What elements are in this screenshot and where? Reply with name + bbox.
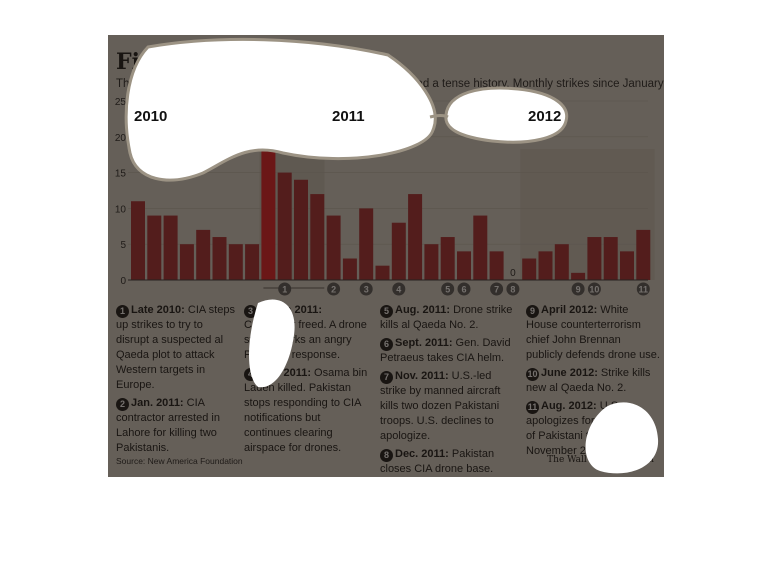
year-label-2010: 2010 — [134, 108, 168, 125]
bar — [245, 244, 260, 280]
year-label-2011: 2011 — [332, 108, 365, 125]
bar — [228, 244, 243, 280]
source-credit: Source: New America Foundation — [116, 456, 243, 466]
note-1: 1 Late 2010: CIA steps up strikes to try … — [116, 303, 238, 393]
bar — [571, 272, 586, 280]
notes-column-3: 5 Aug. 2011: Drone strike kills al Qaeda … — [380, 303, 516, 477]
bar — [212, 237, 227, 280]
bar — [310, 194, 325, 280]
note-number-badge: 7 — [380, 371, 393, 384]
bar — [147, 215, 162, 280]
note-number-badge: 6 — [380, 338, 393, 351]
bar — [326, 215, 341, 280]
note-date: March 2011: — [259, 304, 322, 316]
bar — [277, 172, 292, 280]
note-date: June 2012: — [541, 367, 598, 379]
bar — [620, 251, 634, 280]
note-2: 2 Jan. 2011: CIA contractor arrested in L… — [116, 396, 238, 456]
bar — [489, 251, 504, 280]
zero-value-label: 0 — [510, 268, 516, 279]
bar — [538, 251, 553, 280]
notes-column-4: 9 April 2012: White House counterterroris… — [526, 303, 660, 462]
event-marker-label: 6 — [461, 285, 466, 295]
note-10: 10 June 2012: Strike kills new al Qaeda N… — [526, 366, 660, 396]
note-text: Contractor freed. A drone strike sparks … — [244, 319, 367, 361]
y-tick-label: 10 — [115, 204, 127, 215]
y-tick-label: 5 — [120, 240, 126, 251]
note-date: Late 2010: — [131, 304, 185, 316]
bar — [391, 222, 406, 280]
note-number-badge: 2 — [116, 398, 129, 411]
note-date: May 2011: — [259, 367, 311, 379]
note-11: 11 Aug. 2012: U.S. apologizes for the dea… — [526, 399, 660, 459]
bar — [196, 229, 211, 280]
event-marker-label: 10 — [589, 285, 599, 295]
bar — [424, 244, 439, 280]
note-7: 7 Nov. 2011: U.S.-led strike by manned ai… — [380, 369, 516, 444]
y-tick-label: 15 — [115, 169, 127, 180]
bar — [261, 108, 276, 280]
y-tick-label: 0 — [120, 276, 126, 287]
bar — [375, 265, 390, 280]
infographic-card: Fire From the Sky The U.S. drone program… — [108, 35, 664, 477]
publisher-logo: The Wall Street Journal — [547, 455, 654, 465]
note-date: Nov. 2011: — [395, 370, 449, 382]
note-date: April 2012: — [541, 304, 598, 316]
notes-column-1: 1 Late 2010: CIA steps up strikes to try … — [116, 303, 238, 459]
event-marker-label: 9 — [576, 285, 581, 295]
note-number-badge: 3 — [244, 305, 257, 318]
event-marker-label: 5 — [445, 285, 450, 295]
bar — [587, 237, 602, 280]
note-8: 8 Dec. 2011: Pakistan closes CIA drone ba… — [380, 447, 516, 477]
note-number-badge: 4 — [244, 368, 257, 381]
note-date: Jan. 2011: — [131, 397, 184, 409]
note-9: 9 April 2012: White House counterterroris… — [526, 303, 660, 363]
note-number-badge: 8 — [380, 449, 393, 462]
y-tick-label: 20 — [115, 133, 127, 144]
note-date: Sept. 2011: — [395, 337, 453, 349]
event-marker-label: 8 — [510, 285, 515, 295]
bar — [408, 194, 423, 280]
bar — [342, 258, 357, 280]
bar — [294, 179, 308, 280]
note-date: Dec. 2011: — [395, 448, 449, 460]
note-date: Aug. 2012: — [541, 400, 597, 412]
bar — [636, 229, 651, 280]
note-number-badge: 11 — [526, 401, 539, 414]
y-tick-label: 25 — [115, 97, 127, 108]
bar — [554, 244, 569, 280]
bar-chart: 0 5 10 15 20 25 0 1 2 3 4 5 6 7 8 9 10 11 — [115, 97, 655, 296]
event-marker-label: 4 — [396, 285, 401, 295]
note-number-badge: 5 — [380, 305, 393, 318]
bar — [603, 237, 618, 280]
bar — [473, 215, 488, 280]
bar — [163, 215, 178, 280]
event-marker-label: 1 — [282, 285, 287, 295]
note-text: Osama bin Laden killed. Pakistan stops r… — [244, 367, 368, 454]
bar — [522, 258, 537, 280]
bar — [359, 208, 374, 280]
note-5: 5 Aug. 2011: Drone strike kills al Qaeda … — [380, 303, 516, 333]
event-marker-label: 7 — [494, 285, 499, 295]
bar — [179, 244, 194, 280]
note-number-badge: 1 — [116, 305, 129, 318]
event-marker-label: 11 — [639, 285, 649, 295]
note-6: 6 Sept. 2011: Gen. David Petraeus takes C… — [380, 336, 516, 366]
note-number-badge: 9 — [526, 305, 539, 318]
note-number-badge: 10 — [526, 368, 539, 381]
note-date: Aug. 2011: — [395, 304, 451, 316]
event-marker-label: 2 — [331, 285, 336, 295]
note-3: 3 March 2011: Contractor freed. A drone s… — [244, 303, 368, 363]
bar — [131, 201, 145, 280]
note-4: 4 May 2011: Osama bin Laden killed. Pakis… — [244, 366, 368, 456]
note-text: CIA steps up strikes to try to disrupt a… — [116, 304, 235, 391]
bar — [457, 251, 471, 280]
year-label-2012: 2012 — [528, 108, 562, 125]
bar — [440, 237, 455, 280]
notes-column-2: 3 March 2011: Contractor freed. A drone s… — [244, 303, 368, 459]
event-marker-label: 3 — [364, 285, 369, 295]
